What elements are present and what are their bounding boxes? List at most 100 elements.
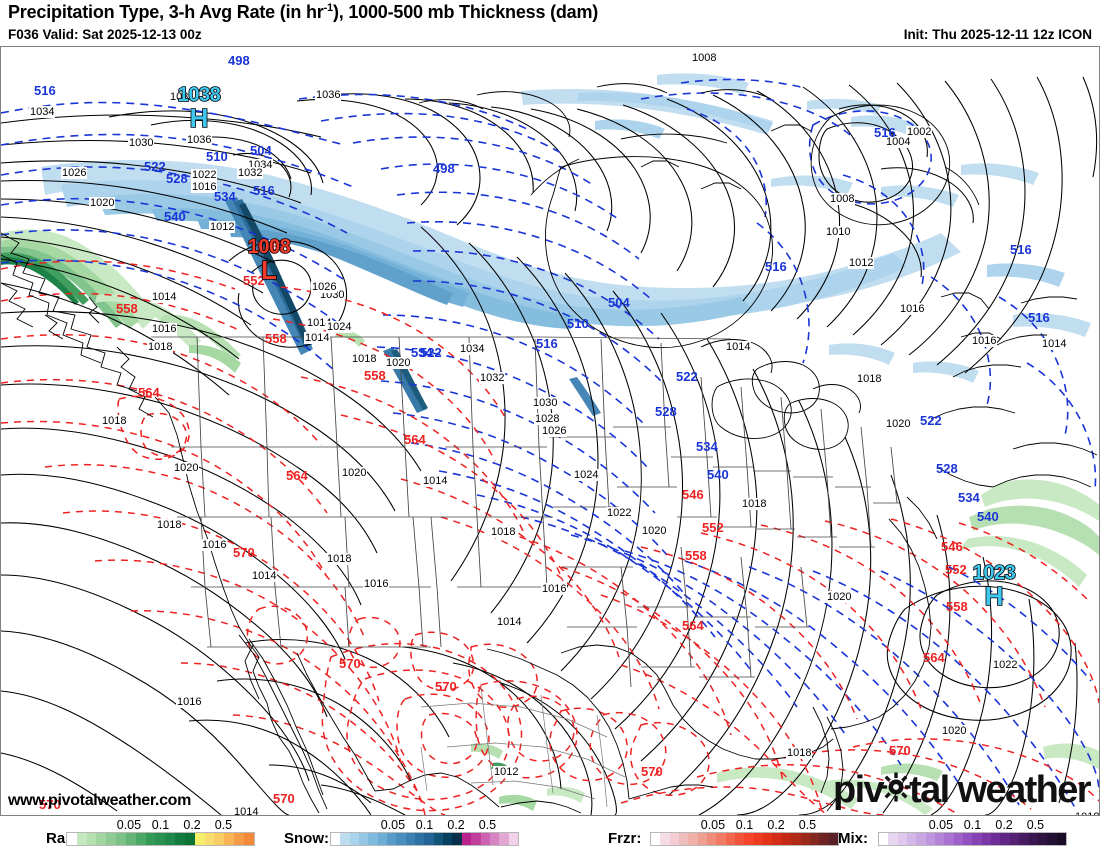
pressure-value: 1008 — [247, 236, 292, 258]
legend-swatch — [396, 833, 406, 845]
legend-swatch — [96, 833, 107, 845]
legend-swatch — [106, 833, 117, 845]
thickness-label-cold: 522 — [920, 413, 942, 428]
mslp-contour-label: 1012 — [209, 221, 236, 233]
mslp-contour-label: 1032 — [237, 167, 264, 179]
mslp-contour-label: 1018 — [1074, 811, 1099, 815]
thickness-label-warm: 564 — [682, 618, 704, 633]
thickness-label-warm: 558 — [946, 599, 968, 614]
geography-state-borders — [151, 336, 901, 808]
legend-tick-label: 0.5 — [1026, 818, 1045, 832]
legend-tick-label: 0.05 — [928, 818, 954, 832]
legend-swatch — [669, 833, 680, 845]
thickness-label-cold: 498 — [228, 53, 250, 68]
legend-swatch — [725, 833, 736, 845]
legend-colorbar-frzr[interactable] — [650, 832, 839, 846]
thickness-label-cold: 516 — [536, 336, 558, 351]
gear-icon — [881, 770, 911, 810]
legend-swatch — [1037, 833, 1048, 845]
mslp-contour-label: 1014 — [151, 291, 178, 303]
mslp-contour-label: 1036 — [186, 134, 213, 146]
legend-swatch — [772, 833, 782, 845]
legend-swatch — [781, 833, 792, 845]
legend-swatch — [707, 833, 717, 845]
precip-rain-shading — [1, 229, 1099, 815]
legend-swatch — [916, 833, 926, 845]
legend-tick-label: 0.2 — [447, 818, 465, 832]
map-canvas[interactable]: 1034 1030 1036 1026 1020 1012 1034 1022 1016 1032… — [0, 46, 1100, 816]
thickness-label-warm: 564 — [923, 650, 945, 665]
legend-swatch — [471, 833, 481, 845]
high-pressure-center: 1023 H — [962, 562, 1026, 610]
brand-text-post: tal weather — [909, 769, 1092, 811]
mslp-contour-label: 1034 — [459, 343, 486, 355]
mslp-contour-label: 1030 — [532, 397, 559, 409]
legend-colorbar-mix[interactable] — [878, 832, 1067, 846]
thickness-label-warm: 570 — [435, 679, 457, 694]
title-main: Precipitation Type, 3-h Avg Rate (in hr — [8, 2, 324, 22]
legend-tick-label: 0.05 — [116, 818, 142, 832]
thickness-label-cold: 516 — [1010, 242, 1032, 257]
thickness-label-cold: 516 — [34, 83, 56, 98]
legend-tick-label: 0.1 — [735, 818, 754, 832]
legend-swatch — [135, 833, 146, 845]
thickness-label-cold: 522 — [420, 345, 442, 360]
legend-swatch — [1009, 833, 1020, 845]
legend-swatch — [116, 833, 126, 845]
legend-group-frzr: Frzr: 0.05 0.1 0.2 0.5 — [0, 818, 1100, 850]
mslp-contour-label: 1036 — [315, 89, 342, 101]
mslp-contour-label: 1022 — [606, 507, 633, 519]
legend-colorbar-rain[interactable] — [66, 832, 255, 846]
legend-tick-label: 0.05 — [700, 818, 726, 832]
thickness-label-warm: 558 — [116, 301, 138, 316]
mslp-contour-label: 1030 — [319, 289, 346, 301]
mslp-contour-label: 1020 — [826, 591, 853, 603]
mslp-contour-label: 1004 — [885, 136, 912, 148]
thickness-label-cold: 516 — [874, 125, 896, 140]
legend-swatch — [651, 833, 661, 845]
pressure-value: 1038 — [177, 84, 222, 106]
mslp-contour-label: 1030 — [128, 137, 155, 149]
thickness-label-warm: 552 — [243, 273, 265, 288]
thickness-label-cold: 516 — [765, 259, 787, 274]
legend-tick-label: 0.1 — [963, 818, 982, 832]
legend-tick-label: 0.1 — [151, 818, 170, 832]
thickness-label-cold: 522 — [144, 159, 166, 174]
mslp-contour-label: 1034 — [247, 159, 274, 171]
legend-swatch — [809, 833, 820, 845]
mslp-contour-label: 1020 — [885, 418, 912, 430]
legend-colorbar-snow[interactable] — [330, 832, 519, 846]
legend-swatch — [76, 833, 87, 845]
mslp-contour-label: 1018 — [351, 353, 378, 365]
legend-swatch — [377, 833, 388, 845]
mslp-contour-label: 1018 — [101, 415, 128, 427]
thickness-label-warm: 570 — [889, 743, 911, 758]
thickness-label-warm: 564 — [404, 432, 426, 447]
mslp-contour-label: 1018 — [156, 519, 183, 531]
legend-swatch — [735, 833, 745, 845]
thickness-label-cold: 522 — [676, 369, 698, 384]
legend-swatch — [1019, 833, 1029, 845]
valid-time-label: F036 Valid: Sat 2025-12-13 00z — [8, 27, 202, 42]
low-pressure-center: 1008 L — [237, 236, 301, 284]
mslp-contour-label: 1018 — [490, 526, 517, 538]
geography-coastlines — [1, 83, 1098, 814]
mslp-contour-label: 1012 — [493, 766, 520, 778]
mslp-contour-label: 1014 — [1041, 338, 1068, 350]
mslp-contour-label: 1026 — [541, 425, 568, 437]
legend-swatch — [499, 833, 509, 845]
legend-swatch — [800, 833, 810, 845]
thickness-label-cold: 504 — [250, 143, 272, 158]
legend-swatch — [155, 833, 166, 845]
mslp-contour-label: 1018 — [786, 747, 813, 759]
legend-swatch — [175, 833, 185, 845]
mslp-contour-label: 1014 — [233, 806, 260, 816]
mslp-contour-label: 1020 — [641, 525, 668, 537]
legend-ticks-mix: 0.05 0.1 0.2 0.5 — [878, 818, 1067, 832]
legend-swatch — [145, 833, 156, 845]
mslp-contour-label: 1016 — [541, 583, 568, 595]
legend-swatch — [480, 833, 490, 845]
mslp-contour-label: 1018 — [326, 553, 353, 565]
legend-swatch — [953, 833, 964, 845]
legend-swatch — [897, 833, 908, 845]
